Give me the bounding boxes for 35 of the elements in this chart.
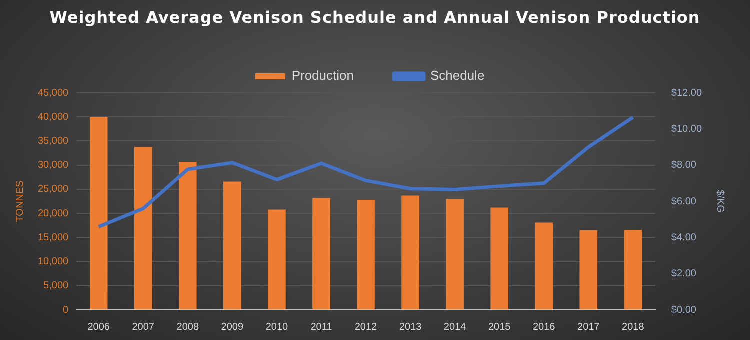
y2-tick-label: $4.00: [671, 232, 697, 244]
y-tick-label: 35,000: [38, 136, 70, 147]
y-tick-label: 5,000: [44, 280, 70, 292]
y-tick-label: 15,000: [38, 232, 70, 244]
legend-label: Production: [292, 68, 354, 84]
x-tick-label: 2007: [132, 322, 155, 333]
y-tick-label: 25,000: [38, 184, 70, 196]
x-tick-label: 2018: [622, 322, 645, 333]
y-tick-label: 45,000: [38, 88, 70, 99]
legend-label: Schedule: [430, 68, 485, 84]
y-tick-label: 40,000: [38, 112, 70, 123]
y-tick-label: 20,000: [38, 208, 70, 220]
y2-axis-title: $/KG: [714, 190, 726, 214]
x-tick-label: 2006: [88, 322, 110, 333]
y2-tick-label: $6.00: [671, 196, 697, 208]
x-tick-label: 2017: [578, 322, 600, 333]
y-tick-label: 10,000: [38, 256, 70, 268]
y2-tick-label: $0.00: [671, 304, 697, 316]
x-tick-label: 2009: [221, 322, 244, 333]
x-tick-label: 2010: [266, 322, 289, 333]
x-tick-label: 2014: [444, 322, 467, 333]
x-tick-label: 2013: [399, 322, 422, 333]
y-tick-label: 30,000: [38, 160, 70, 172]
chart-title: Weighted Average Venison Schedule and Annual Venison Production: [48, 8, 702, 27]
y2-tick-label: $8.00: [671, 160, 697, 172]
x-tick-label: 2011: [310, 322, 333, 333]
y-tick-label: 0: [63, 304, 70, 316]
x-tick-label: 2015: [488, 322, 512, 333]
x-tick-label: 2012: [354, 322, 378, 333]
x-tick-label: 2008: [176, 322, 200, 333]
y2-tick-label: $2.00: [671, 268, 697, 280]
y-axis-title: TONNES: [14, 180, 26, 222]
y2-tick-label: $12.00: [671, 88, 702, 99]
x-tick-label: 2016: [532, 322, 556, 333]
y2-tick-label: $10.00: [671, 124, 702, 135]
